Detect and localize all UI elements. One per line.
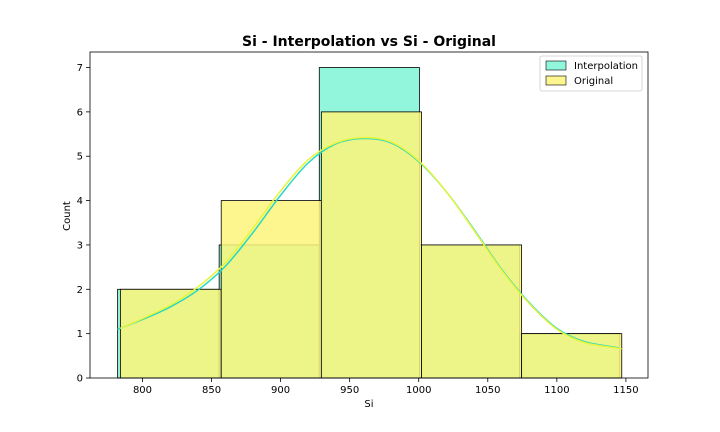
kde-curve-original xyxy=(120,136,622,350)
x-tick-label-1000: 1000 xyxy=(406,385,431,396)
y-tick-label-6: 6 xyxy=(77,107,83,118)
bars-layer xyxy=(117,67,623,379)
y-axis-title: Count xyxy=(62,201,73,231)
x-tick-label-1100: 1100 xyxy=(544,385,569,396)
bar-original-2 xyxy=(320,111,422,379)
y-tick-label-4: 4 xyxy=(77,196,83,207)
x-tick-label-850: 850 xyxy=(202,385,221,396)
x-tick-label-950: 950 xyxy=(340,385,359,396)
x-axis-title: Si xyxy=(364,399,373,410)
legend-swatch-original xyxy=(545,75,567,86)
kde-curves-layer xyxy=(117,136,622,350)
plot-frame xyxy=(89,51,649,379)
x-axis-ticks: 800 850 900 950 1000 1050 1100 1150 xyxy=(133,378,639,396)
y-tick-label-5: 5 xyxy=(77,152,83,163)
y-tick-label-7: 7 xyxy=(77,63,83,74)
chart-title: Si - Interpolation vs Si - Original xyxy=(242,34,496,50)
x-tick-label-1050: 1050 xyxy=(475,385,500,396)
x-tick-label-1150: 1150 xyxy=(613,385,638,396)
legend-label-original: Original xyxy=(574,76,613,87)
bar-original-3 xyxy=(421,244,523,379)
bar-original-1 xyxy=(220,200,322,379)
y-tick-label-3: 3 xyxy=(77,240,83,251)
y-tick-label-2: 2 xyxy=(77,285,83,296)
legend-swatch-interpolation xyxy=(545,60,567,71)
bar-original-0 xyxy=(119,288,222,379)
x-tick-label-900: 900 xyxy=(271,385,290,396)
y-axis-ticks: 0 1 2 3 4 5 6 7 xyxy=(77,63,90,385)
bar-group-original xyxy=(119,111,623,379)
legend-label-interpolation: Interpolation xyxy=(574,61,638,72)
legend: Interpolation Original xyxy=(539,55,643,92)
y-tick-label-0: 0 xyxy=(77,374,83,385)
y-tick-label-1: 1 xyxy=(77,329,83,340)
bar-original-4 xyxy=(521,333,623,379)
x-tick-label-800: 800 xyxy=(133,385,152,396)
